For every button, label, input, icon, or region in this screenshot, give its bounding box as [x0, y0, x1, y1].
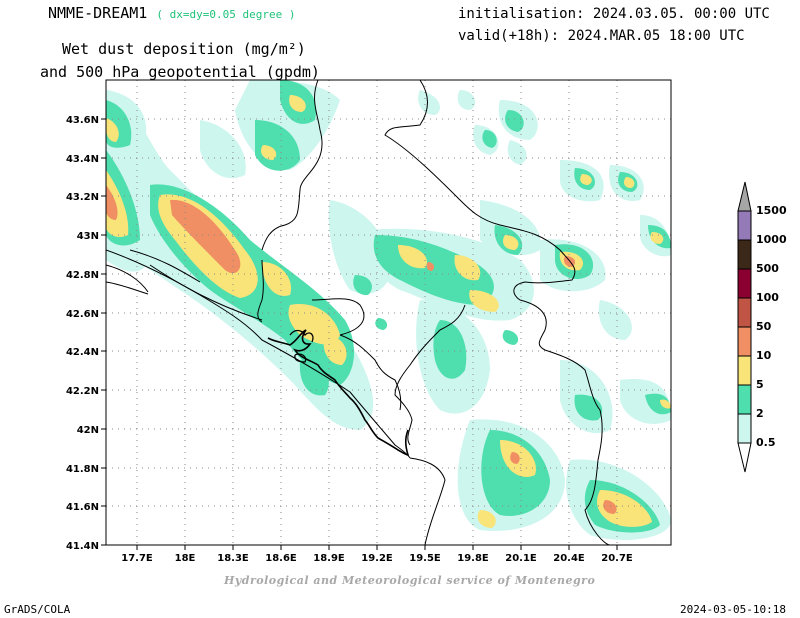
- software-label: GrADS/COLA: [4, 603, 71, 616]
- legend-level-label: 500: [756, 262, 779, 275]
- model-title: NMME-DREAM1 ( dx=dy=0.05 degree ): [48, 4, 295, 22]
- credit-line: Hydrological and Meteorological service …: [224, 574, 596, 587]
- lat-tick-label: 42.8N: [66, 270, 99, 281]
- lat-tick-label: 43N: [77, 231, 99, 242]
- coastline: [267, 329, 410, 457]
- lon-tick-label: 20.1E: [505, 553, 537, 564]
- legend-level-label: 2: [756, 407, 764, 420]
- axis-ticks: [101, 118, 618, 550]
- lon-tick-label: 20.7E: [601, 553, 633, 564]
- variable-title: Wet dust deposition (mg/m²): [62, 40, 306, 58]
- lon-tick-label: 18.6E: [265, 553, 297, 564]
- legend-level-label: 0.5: [756, 436, 776, 449]
- bay-outline: [289, 329, 314, 363]
- render-timestamp: 2024-03-05-10:18: [680, 603, 786, 616]
- legend-level-label: 5: [756, 378, 764, 391]
- legend-level-label: 1500: [756, 204, 787, 217]
- lat-tick-label: 43.4N: [66, 154, 99, 165]
- model-name: NMME-DREAM1: [48, 4, 148, 22]
- colorbar: [737, 181, 752, 473]
- lon-tick-label: 18.3E: [217, 553, 249, 564]
- lat-tick-label: 41.4N: [66, 541, 99, 552]
- lat-tick-label: 42.6N: [66, 309, 99, 320]
- lat-tick-label: 42.2N: [66, 386, 99, 397]
- lat-tick-label: 43.2N: [66, 192, 99, 203]
- legend-level-label: 1000: [756, 233, 787, 246]
- lon-tick-label: 17.7E: [121, 553, 153, 564]
- colorbar-swatch: [737, 297, 752, 328]
- legend-level-label: 100: [756, 291, 779, 304]
- level-10-area: [106, 185, 617, 514]
- dust-deposition-field: [106, 80, 671, 545]
- lon-tick-label: 19.2E: [361, 553, 393, 564]
- legend-level-label: 10: [756, 349, 772, 362]
- legend-level-label: 50: [756, 320, 772, 333]
- lon-tick-label: 19.8E: [457, 553, 489, 564]
- lat-lon-grid: [106, 80, 671, 545]
- lat-tick-label: 42N: [77, 425, 99, 436]
- colorbar-upper-arrow: [737, 181, 752, 212]
- initialisation-time: initialisation: 2024.03.05. 00:00 UTC: [458, 6, 770, 22]
- lon-tick-label: 18.9E: [313, 553, 345, 564]
- model-resolution: ( dx=dy=0.05 degree ): [156, 8, 296, 21]
- colorbar-swatch: [737, 210, 752, 241]
- colorbar-swatch: [737, 268, 752, 299]
- lat-tick-label: 41.8N: [66, 464, 99, 475]
- level-0_5-area: [106, 80, 671, 540]
- lon-tick-label: 19.5E: [409, 553, 441, 564]
- lon-tick-label: 20.4E: [553, 553, 585, 564]
- variable-subtitle: and 500 hPa geopotential (gpdm): [40, 63, 320, 81]
- colorbar-swatch: [737, 239, 752, 270]
- lat-tick-label: 42.4N: [66, 347, 99, 358]
- lat-tick-label: 41.6N: [66, 502, 99, 513]
- colorbar-swatch: [737, 384, 752, 415]
- colorbar-lower-arrow: [737, 442, 752, 473]
- valid-time: valid(+18h): 2024.MAR.05 18:00 UTC: [458, 28, 745, 44]
- lat-tick-label: 43.6N: [66, 115, 99, 126]
- colorbar-swatch: [737, 355, 752, 386]
- lon-tick-label: 18E: [175, 553, 196, 564]
- colorbar-swatch: [737, 326, 752, 357]
- colorbar-swatch: [737, 413, 752, 444]
- country-borders: [106, 80, 611, 545]
